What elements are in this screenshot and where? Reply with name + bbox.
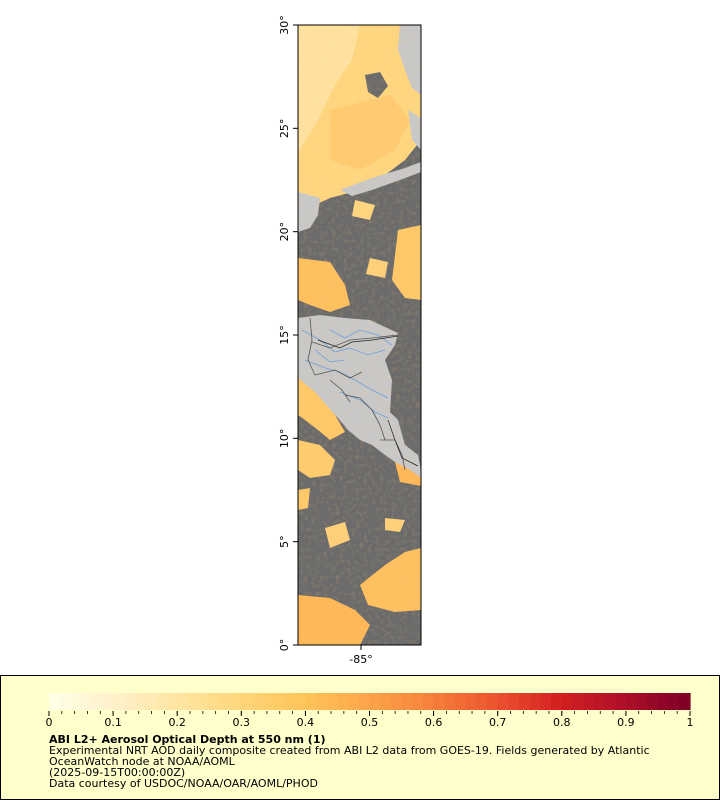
lat-tick-label: 25° (278, 119, 291, 139)
colorbar-segment (508, 693, 520, 710)
colorbar-segment (401, 693, 413, 710)
latitude-axis: 0° 5° 10° 15° 20° 25° 30° (278, 15, 298, 651)
colorbar-segment (444, 693, 456, 710)
colorbar-tick-label: 1 (687, 716, 694, 729)
colorbar-tick-label: 0.8 (553, 716, 571, 729)
colorbar-tick-label: 0.3 (233, 716, 251, 729)
colorbar-segment (412, 693, 424, 710)
colorbar-segment (91, 693, 104, 710)
map-plot-area[interactable] (298, 25, 421, 645)
colorbar-segment (529, 693, 542, 710)
legend-title: ABI L2+ Aerosol Optical Depth at 550 nm … (49, 733, 326, 746)
colorbar-segment (604, 693, 616, 710)
colorbar-segment (593, 693, 606, 710)
colorbar-segment (251, 693, 264, 710)
colorbar-segment (358, 693, 371, 710)
legend-panel: 0 0.1 0.2 0.3 0.4 0.5 0.6 0.7 0.8 0.9 1 ABI L2+ Ae… (0, 675, 720, 800)
map-panel[interactable]: 0° 5° 10° 15° 20° 25° 30° -85° (0, 0, 720, 670)
colorbar-segment (369, 693, 381, 710)
colorbar-segment (668, 693, 680, 710)
colorbar-segment (230, 693, 242, 710)
colorbar-tick-label: 0.4 (297, 716, 315, 729)
colorbar-segment (476, 693, 488, 710)
colorbar-segment (551, 693, 563, 710)
colorbar-segment (262, 693, 274, 710)
lat-tick-label: 20° (278, 222, 291, 242)
colorbar-segment (102, 693, 114, 710)
colorbar-segment (326, 693, 339, 710)
colorbar-segment (305, 693, 317, 710)
colorbar-segment (187, 693, 200, 710)
colorbar-segment (166, 693, 178, 710)
lon-tick-label: -85° (349, 653, 372, 666)
colorbar-segment (155, 693, 168, 710)
colorbar-segment (294, 693, 306, 710)
colorbar-segment (337, 693, 349, 710)
colorbar-segment (487, 693, 499, 710)
colorbar-tick-label: 0.5 (361, 716, 379, 729)
colorbar-segment (657, 693, 670, 710)
colorbar-segment (625, 693, 638, 710)
aod-texture (298, 25, 421, 645)
lat-tick-label: 5° (278, 535, 291, 548)
colorbar-tick-label: 0.9 (617, 716, 635, 729)
colorbar-tick-label: 0 (46, 716, 53, 729)
lat-tick-label: 15° (278, 325, 291, 345)
colorbar-segment (113, 693, 125, 710)
legend-description-cont: OceanWatch node at NOAA/AOML (49, 755, 235, 768)
colorbar-segment (572, 693, 584, 710)
colorbar-segment (134, 693, 146, 710)
colorbar-segment (284, 693, 296, 710)
colorbar-segment (679, 693, 691, 710)
colorbar-segment (273, 693, 285, 710)
colorbar-segment (465, 693, 477, 710)
longitude-axis: -85° (349, 645, 373, 666)
legend-description: Experimental NRT AOD daily composite cre… (49, 744, 650, 757)
lat-tick-label: 10° (278, 429, 291, 449)
colorbar-segment (145, 693, 157, 710)
lat-tick-label: 0° (278, 639, 291, 652)
colorbar-segment (219, 693, 232, 710)
colorbar-ticks: 0 0.1 0.2 0.3 0.4 0.5 0.6 0.7 0.8 0.9 1 (46, 711, 694, 729)
colorbar-segment (390, 693, 403, 710)
colorbar-segment (561, 693, 574, 710)
colorbar-tick-label: 0.1 (104, 716, 122, 729)
colorbar-segment (49, 693, 61, 710)
colorbar-segment (123, 693, 136, 710)
colorbar-segment (198, 693, 210, 710)
colorbar-segment (209, 693, 221, 710)
lat-tick-label: 30° (278, 15, 291, 35)
colorbar-segment (81, 693, 93, 710)
colorbar-segment (348, 693, 360, 710)
colorbar-segment (316, 693, 328, 710)
colorbar-segment (647, 693, 659, 710)
coastline (317, 335, 419, 467)
country-borders (307, 317, 406, 471)
colorbar (49, 693, 691, 710)
colorbar-segment (59, 693, 71, 710)
colorbar-segment (540, 693, 552, 710)
colorbar-segment (241, 693, 253, 710)
legend-timestamp: (2025-09-15T00:00:00Z) (49, 766, 186, 779)
colorbar-segment (177, 693, 189, 710)
colorbar-segment (636, 693, 648, 710)
colorbar-segment (583, 693, 595, 710)
colorbar-tick-label: 0.2 (168, 716, 186, 729)
legend-credit: Data courtesy of USDOC/NOAA/OAR/AOML/PHO… (49, 777, 318, 790)
colorbar-segment (497, 693, 509, 710)
colorbar-segment (422, 693, 435, 710)
colorbar-segment (454, 693, 467, 710)
colorbar-segment (519, 693, 531, 710)
colorbar-tick-label: 0.7 (489, 716, 507, 729)
colorbar-segment (70, 693, 82, 710)
colorbar-tick-label: 0.6 (425, 716, 443, 729)
colorbar-segment (433, 693, 445, 710)
colorbar-segment (615, 693, 627, 710)
colorbar-segment (380, 693, 392, 710)
